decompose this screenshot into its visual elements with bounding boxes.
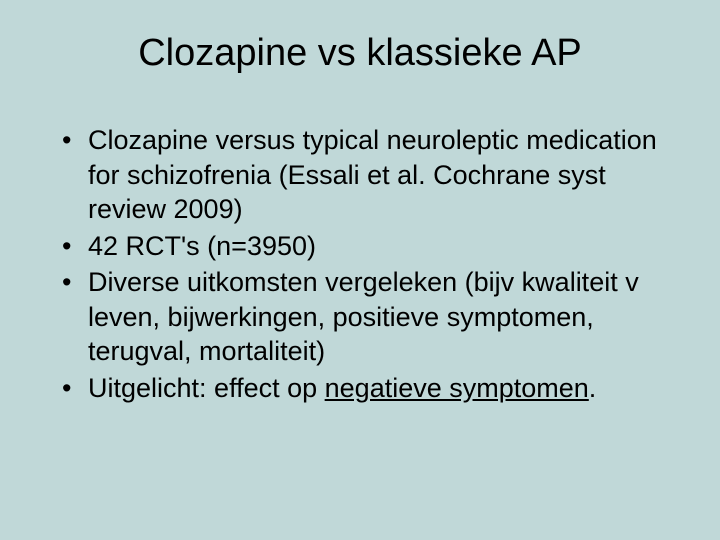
slide-content: • Clozapine versus typical neuroleptic m… — [40, 123, 680, 405]
bullet-item: • Uitgelicht: effect op negatieve sympto… — [60, 371, 670, 406]
bullet-prefix: Uitgelicht: effect op — [88, 373, 325, 403]
bullet-marker-icon: • — [60, 229, 88, 264]
bullet-text: Diverse uitkomsten vergeleken (bijv kwal… — [88, 265, 670, 369]
bullet-marker-icon: • — [60, 371, 88, 406]
slide-title: Clozapine vs klassieke AP — [40, 32, 680, 75]
bullet-underlined: negatieve symptomen — [325, 373, 589, 403]
bullet-item: • Clozapine versus typical neuroleptic m… — [60, 123, 670, 227]
bullet-marker-icon: • — [60, 123, 88, 158]
bullet-marker-icon: • — [60, 265, 88, 300]
bullet-text: 42 RCT's (n=3950) — [88, 229, 670, 264]
bullet-item: • 42 RCT's (n=3950) — [60, 229, 670, 264]
bullet-text: Clozapine versus typical neuroleptic med… — [88, 123, 670, 227]
bullet-text: Uitgelicht: effect op negatieve symptome… — [88, 371, 670, 406]
slide: Clozapine vs klassieke AP • Clozapine ve… — [0, 0, 720, 540]
bullet-suffix: . — [589, 373, 597, 403]
bullet-item: • Diverse uitkomsten vergeleken (bijv kw… — [60, 265, 670, 369]
